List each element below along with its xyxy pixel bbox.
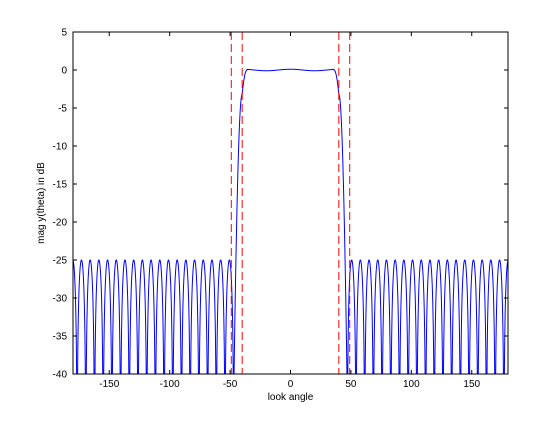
marker-layer (230, 32, 351, 374)
y-tick-label: 0 (61, 66, 67, 77)
y-tick-label: -30 (53, 294, 68, 305)
x-ticks: -150 -100 -50 0 50 100 150 (99, 32, 481, 390)
series-layer (73, 68, 508, 374)
y-tick-label: -25 (53, 256, 68, 267)
y-tick-label: -35 (53, 332, 68, 343)
y-tick-label: -20 (53, 218, 68, 229)
y-tick-label: 5 (61, 28, 67, 39)
y-tick-label: -5 (58, 104, 67, 115)
y-tick-label: -15 (53, 180, 68, 191)
x-tick-label: -50 (223, 379, 238, 390)
x-tick-label: 150 (463, 379, 480, 390)
x-tick-label: 0 (288, 379, 294, 390)
x-tick-label: -150 (99, 379, 119, 390)
y-tick-label: -10 (53, 142, 68, 153)
x-tick-label: 100 (403, 379, 420, 390)
x-axis-label: look angle (268, 392, 314, 403)
y-tick-label: -40 (53, 370, 68, 381)
x-tick-label: 50 (345, 379, 357, 390)
y-axis-label: mag y(theta) in dB (36, 162, 47, 244)
y-ticks: 5 0 -5 -10 -15 -20 -25 -30 -35 -40 (53, 28, 508, 381)
series-line (73, 68, 508, 374)
x-tick-label: -100 (160, 379, 180, 390)
